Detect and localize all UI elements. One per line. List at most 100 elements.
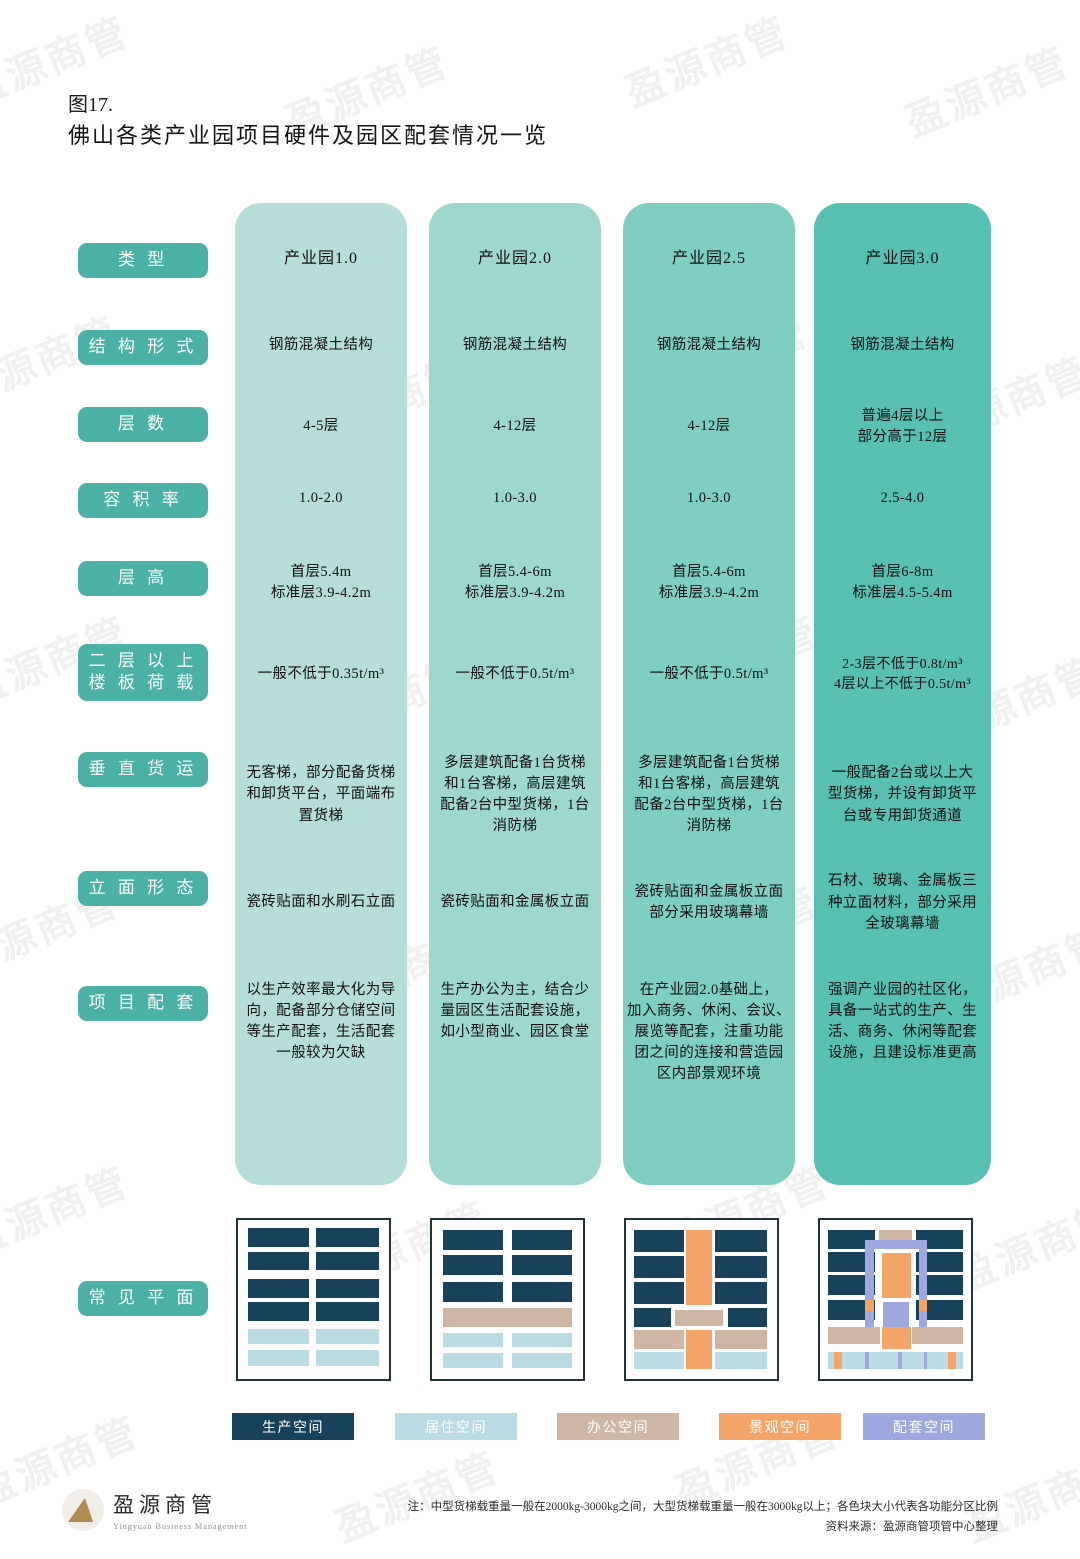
cell-text: 1.0-3.0 bbox=[687, 490, 731, 507]
cell-text: 钢筋混凝土结构 bbox=[462, 337, 568, 354]
cell-text: 首层5.4-6m 标准层3.9-4.2m bbox=[464, 563, 566, 601]
cell-type-col2: 产业园2.0 bbox=[433, 244, 597, 274]
plan-block-residential bbox=[511, 1353, 572, 1368]
plan-block-landscape bbox=[881, 1327, 911, 1349]
cell-amenities-col2: 生产办公为主，结合少 量园区生活配套设施， 如小型商业、园区食堂 bbox=[433, 980, 597, 1090]
plan-block-support bbox=[865, 1351, 869, 1370]
row-label-facade: 立 面 形 态 bbox=[78, 871, 208, 906]
plan-block-production bbox=[634, 1229, 684, 1252]
plan-block-production bbox=[715, 1229, 768, 1252]
cell-text: 强调产业园的社区化， 具备一站式的生产、生 活、商务、休闲等配套 设施，且建设标… bbox=[828, 982, 977, 1062]
cell-far-col2: 1.0-3.0 bbox=[433, 485, 597, 513]
cell-amenities-col4: 强调产业园的社区化， 具备一站式的生产、生 活、商务、休闲等配套 设施，且建设标… bbox=[818, 980, 987, 1090]
cell-text: 瓷砖贴面和金属板立面 bbox=[440, 894, 590, 911]
legend-item-production: 生产空间 bbox=[232, 1413, 354, 1440]
plan-block-office bbox=[675, 1309, 724, 1326]
cell-text: 4-5层 bbox=[303, 418, 339, 435]
plan-block-production bbox=[247, 1251, 310, 1271]
row-label-amenities: 项 目 配 套 bbox=[78, 986, 208, 1021]
plan-block-production bbox=[715, 1256, 768, 1278]
plan-block-production bbox=[634, 1256, 684, 1278]
cell-vertical-freight-col4: 一般配备2台或以上大 型货梯，并设有卸货平 台或专用卸货通道 bbox=[818, 752, 987, 838]
cell-slab-load-col3: 一般不低于0.5t/m³ bbox=[627, 652, 791, 698]
cell-floor-height-col2: 首层5.4-6m 标准层3.9-4.2m bbox=[433, 560, 597, 606]
plan-block-landscape bbox=[881, 1253, 911, 1299]
plan-block-production bbox=[316, 1302, 380, 1322]
cell-text: 瓷砖贴面和金属板立面 部分采用玻璃幕墙 bbox=[634, 883, 784, 921]
floor-plan-chanyeyuan-2-5 bbox=[624, 1218, 779, 1381]
source-text: 资料来源：盈源商管项管中心整理 bbox=[825, 1521, 999, 1534]
plan-block-production bbox=[634, 1282, 684, 1304]
plan-block-production bbox=[316, 1228, 380, 1248]
legend-label: 办公空间 bbox=[587, 1420, 649, 1436]
footer-notes: 注：中型货梯载重量一般在2000kg-3000kg之间，大型货梯载重量一般在30… bbox=[298, 1497, 998, 1537]
row-label-structure: 结 构 形 式 bbox=[78, 330, 208, 365]
cell-structure-col4: 钢筋混凝土结构 bbox=[818, 331, 987, 361]
cell-structure-col1: 钢筋混凝土结构 bbox=[239, 331, 403, 361]
cell-facade-col1: 瓷砖贴面和水刷石立面 bbox=[239, 872, 403, 934]
floor-plan-chanyeyuan-3-0 bbox=[818, 1218, 973, 1381]
plan-block-office bbox=[443, 1308, 572, 1328]
plan-block-office bbox=[634, 1329, 684, 1349]
plan-block-residential bbox=[247, 1350, 310, 1367]
cell-text: 首层5.4m 标准层3.9-4.2m bbox=[270, 563, 372, 601]
plan-block-residential bbox=[443, 1353, 504, 1368]
cell-text: 一般不低于0.35t/m³ bbox=[257, 666, 385, 683]
column-panel-chanyeyuan-2-0 bbox=[429, 203, 601, 1185]
plan-block-production bbox=[511, 1254, 572, 1275]
plan-block-production bbox=[247, 1228, 310, 1248]
cell-text: 产业园1.0 bbox=[283, 250, 358, 268]
logo-name-en: Yingyuan Business Management bbox=[113, 1521, 248, 1531]
plan-block-support bbox=[865, 1240, 874, 1332]
row-label-text: 立 面 形 态 bbox=[88, 878, 198, 897]
cell-text: 在产业园2.0基础上， 加入商务、休闲、会议、 展览等配套，注重功能 团之间的连… bbox=[627, 982, 791, 1083]
cell-text: 首层6-8m 标准层4.5-5.4m bbox=[852, 563, 953, 601]
page-title: 佛山各类产业园项目硬件及园区配套情况一览 bbox=[68, 123, 549, 148]
plan-block-residential bbox=[443, 1332, 504, 1348]
plan-block-landscape bbox=[918, 1299, 927, 1312]
cell-text: 2-3层不低于0.8t/m³ 4层以上不低于0.5t/m³ bbox=[834, 656, 971, 692]
cell-slab-load-col2: 一般不低于0.5t/m³ bbox=[433, 652, 597, 698]
plan-block-residential bbox=[316, 1350, 380, 1367]
cell-text: 1.0-3.0 bbox=[493, 490, 537, 507]
plan-block-production bbox=[511, 1229, 572, 1251]
cell-text: 瓷砖贴面和水刷石立面 bbox=[246, 894, 396, 911]
brand-logo: 盈源商管 Yingyuan Business Management bbox=[62, 1489, 247, 1531]
cell-floor-height-col4: 首层6-8m 标准层4.5-5.4m bbox=[818, 560, 987, 606]
column-panel-chanyeyuan-1-0 bbox=[235, 203, 407, 1185]
legend-label: 配套空间 bbox=[893, 1420, 955, 1436]
cell-text: 普遍4层以上 部分高于12层 bbox=[857, 407, 948, 445]
cell-far-col3: 1.0-3.0 bbox=[627, 485, 791, 513]
plan-block-production bbox=[443, 1282, 504, 1303]
plan-block-production bbox=[916, 1229, 963, 1249]
plan-block-production bbox=[247, 1302, 310, 1322]
cell-far-col1: 1.0-2.0 bbox=[239, 485, 403, 513]
legend-item-office: 办公空间 bbox=[557, 1413, 679, 1440]
cell-text: 钢筋混凝土结构 bbox=[268, 337, 374, 354]
plan-block-residential bbox=[715, 1351, 768, 1370]
cell-amenities-col1: 以生产效率最大化为导 向，配备部分仓储空间 等生产配套，生活配套 一般较为欠缺 bbox=[239, 980, 403, 1090]
cell-vertical-freight-col2: 多层建筑配备1台货梯 和1台客梯，高层建筑 配备2台中型货梯，1台 消防梯 bbox=[433, 752, 597, 838]
plan-block-residential bbox=[634, 1351, 684, 1370]
column-panel-chanyeyuan-2-5 bbox=[623, 203, 795, 1185]
watermark: 盈源商管 bbox=[0, 1159, 136, 1266]
cell-text: 一般不低于0.5t/m³ bbox=[649, 666, 769, 683]
cell-text: 生产办公为主，结合少 量园区生活配套设施， 如小型商业、园区食堂 bbox=[440, 982, 590, 1041]
plan-block-production bbox=[247, 1279, 310, 1299]
cell-floors-col1: 4-5层 bbox=[239, 407, 403, 447]
plan-block-production bbox=[828, 1251, 875, 1272]
legend-label: 生产空间 bbox=[262, 1420, 324, 1436]
cell-vertical-freight-col3: 多层建筑配备1台货梯 和1台客梯，高层建筑 配备2台中型货梯，1台 消防梯 bbox=[627, 752, 791, 838]
row-label-slab-load: 二 层 以 上 楼 板 荷 载 bbox=[78, 644, 208, 701]
row-label-far: 容 积 率 bbox=[78, 483, 208, 518]
cell-facade-col4: 石材、玻璃、金属板三 种立面材料，部分采用 全玻璃幕墙 bbox=[818, 872, 987, 934]
plan-block-office bbox=[879, 1229, 912, 1243]
row-label-vertical-freight: 垂 直 货 运 bbox=[78, 752, 208, 787]
row-label-text: 层 数 bbox=[117, 414, 169, 433]
plan-block-support bbox=[883, 1302, 910, 1328]
legend-item-support: 配套空间 bbox=[863, 1413, 985, 1440]
figure-number: 图17. bbox=[68, 94, 113, 116]
cell-text: 一般不低于0.5t/m³ bbox=[455, 666, 575, 683]
cell-text: 一般配备2台或以上大 型货梯，并设有卸货平 台或专用卸货通道 bbox=[828, 765, 977, 824]
